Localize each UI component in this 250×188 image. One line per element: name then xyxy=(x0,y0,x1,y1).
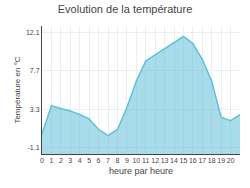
svg-text:8: 8 xyxy=(115,157,119,164)
svg-text:1: 1 xyxy=(49,157,53,164)
svg-text:3: 3 xyxy=(68,157,72,164)
svg-text:13: 13 xyxy=(161,157,169,164)
svg-text:19: 19 xyxy=(217,157,225,164)
svg-text:14: 14 xyxy=(170,157,178,164)
svg-text:9: 9 xyxy=(125,157,129,164)
svg-text:17: 17 xyxy=(198,157,206,164)
svg-text:4: 4 xyxy=(78,157,82,164)
svg-text:6: 6 xyxy=(97,157,101,164)
svg-text:heure par heure: heure par heure xyxy=(109,166,173,176)
svg-text:12.1: 12.1 xyxy=(26,29,40,36)
svg-text:16: 16 xyxy=(189,157,197,164)
svg-text:15: 15 xyxy=(180,157,188,164)
svg-text:2: 2 xyxy=(59,157,63,164)
svg-text:Evolution de la température: Evolution de la température xyxy=(58,3,193,15)
svg-text:3.3: 3.3 xyxy=(30,106,40,113)
svg-text:Température en °C: Température en °C xyxy=(13,56,22,123)
svg-text:10: 10 xyxy=(132,157,140,164)
svg-text:11: 11 xyxy=(142,157,149,164)
svg-text:5: 5 xyxy=(87,157,91,164)
svg-text:18: 18 xyxy=(208,157,216,164)
svg-text:20: 20 xyxy=(227,157,235,164)
svg-text:-1.1: -1.1 xyxy=(28,144,40,151)
svg-text:7: 7 xyxy=(106,157,110,164)
svg-text:12: 12 xyxy=(151,157,159,164)
svg-text:0: 0 xyxy=(40,157,44,164)
svg-text:7.7: 7.7 xyxy=(30,67,40,74)
